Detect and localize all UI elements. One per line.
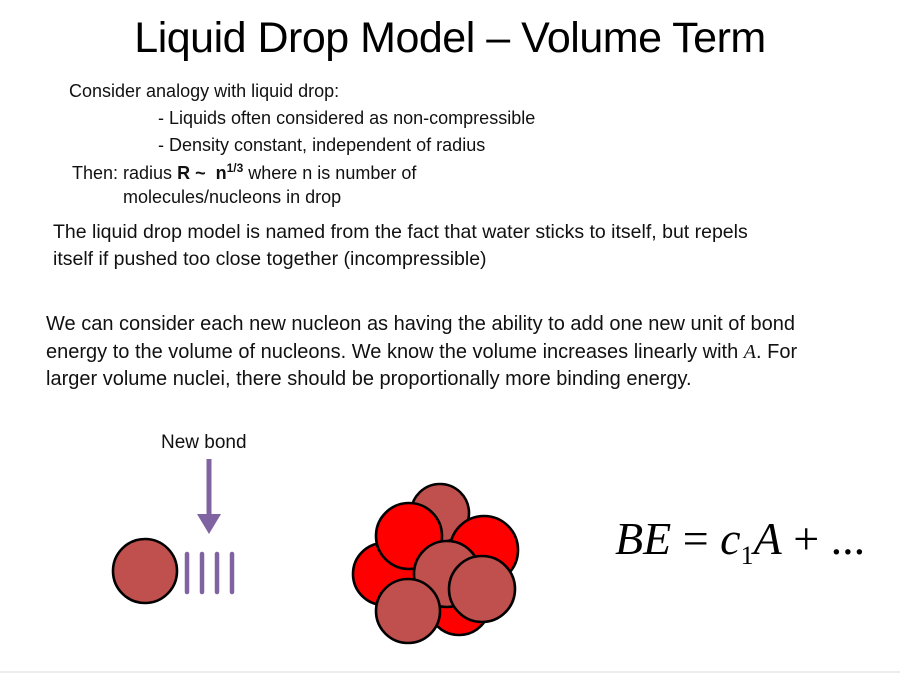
- body-line-2-prefix: energy to the volume of nucleons. We kno…: [46, 340, 744, 363]
- mass-number-variable: A: [743, 340, 756, 363]
- formula-tail: + ...: [781, 513, 866, 564]
- analogy-line-then: Then: radius R ~ n1/3 where n is number …: [72, 161, 416, 184]
- note-line-1: The liquid drop model is named from the …: [53, 221, 748, 243]
- radius-relation-bold: R ~ n1/3: [177, 161, 244, 183]
- exponent-one-third: 1/3: [226, 161, 244, 175]
- binding-energy-formula: BE = c1A + ...: [615, 512, 865, 571]
- formula-coefficient-subscript: 1: [740, 541, 754, 571]
- then-prefix-text: Then: radius: [72, 163, 178, 183]
- down-arrow-head-icon: [197, 514, 221, 534]
- bond-energy-paragraph: We can consider each new nucleon as havi…: [46, 311, 797, 394]
- formula-be: BE: [615, 513, 672, 564]
- cluster-nucleon-bottom-left: [374, 577, 442, 645]
- single-nucleon-circle: [111, 537, 179, 605]
- slide-bottom-edge: [0, 671, 900, 673]
- analogy-line-density: - Density constant, independent of radiu…: [158, 135, 486, 155]
- then-suffix-text: where n is number of: [243, 163, 417, 183]
- analogy-line-consider: Consider analogy with liquid drop:: [69, 81, 340, 101]
- analogy-line-liquids: - Liquids often considered as non-compre…: [158, 108, 536, 128]
- liquid-drop-note: The liquid drop model is named from the …: [53, 219, 748, 273]
- formula-mass-number: A: [753, 513, 782, 564]
- analogy-line-molecules: molecules/nucleons in drop: [123, 187, 342, 207]
- cluster-nucleon-bottom-right: [447, 554, 517, 624]
- body-line-3: larger volume nuclei, there should be pr…: [46, 368, 692, 390]
- formula-equals: =: [671, 513, 721, 564]
- body-line-2-suffix: . For: [755, 340, 798, 363]
- formula-coefficient: c: [720, 513, 741, 564]
- new-bond-label: New bond: [161, 432, 247, 453]
- body-line-1: We can consider each new nucleon as havi…: [46, 313, 796, 335]
- note-line-2: itself if pushed too close together (inc…: [53, 248, 487, 270]
- slide-title: Liquid Drop Model – Volume Term: [134, 14, 766, 62]
